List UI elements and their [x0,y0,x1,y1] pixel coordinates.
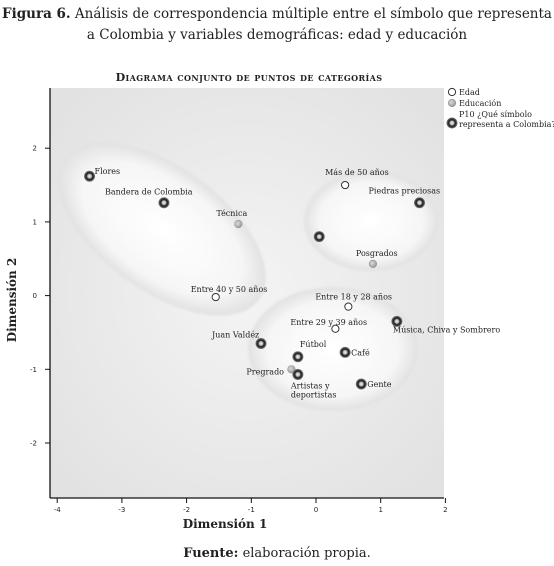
source-label: Fuente: [183,546,239,561]
data-point-simbolo [446,117,458,129]
data-point-edad [211,292,220,302]
data-point-edad [331,324,340,333]
data-points [84,170,426,390]
data-label: Juan Valdéz [211,331,259,340]
x-tick-label: -3 [118,506,125,514]
data-point-educacion [234,220,243,229]
legend-label: P10 ¿Qué símbolo representa a Colombia? [459,110,554,129]
figure-caption-line2: a Colombia y variables demográficas: eda… [86,27,468,43]
x-axis-title: Dimensión 1 [183,517,268,531]
data-point-simbolo [292,368,304,380]
data-point-educacion [287,365,296,374]
x-tick-label: 1 [378,506,382,514]
y-tick-label: 2 [33,145,37,153]
data-point-simbolo [84,170,96,182]
data-label: Música, Chiva y Sombrero [393,325,500,334]
x-tick-label: 2 [443,506,447,514]
x-axis-ticks: -4 -3 -2 -1 0 1 2 [54,498,448,514]
data-label: Flores [95,167,121,176]
data-point-simbolo [292,351,304,363]
y-axis-title: Dimensión 2 [5,258,19,343]
data-label: Más de 50 años [325,168,389,177]
data-point-simbolo [313,231,325,243]
figure-label: Figura 6. [2,6,71,22]
data-label: Bandera de Colombia [105,188,193,197]
legend: Edad Educación P10 ¿Qué símbolo representa … [446,87,554,129]
data-label: Gente [367,380,391,389]
data-point-edad [447,87,457,97]
cluster-ellipse-upper-right [304,171,438,271]
data-point-edad [344,302,353,311]
data-label: Posgrados [356,249,398,258]
figure-caption-line1: Figura 6. Análisis de correspondencia mú… [0,4,554,25]
data-label: Pregrado [246,367,284,376]
data-labels: Más de 50 años Entre 40 y 50 años Entre 18… [95,167,501,399]
source-text: elaboración propia. [242,546,371,561]
data-label: Café [351,348,370,357]
data-point-simbolo [355,378,367,390]
data-point-simbolo [414,197,426,209]
x-tick-label: -2 [183,506,190,514]
data-point-simbolo [158,197,170,209]
x-tick-label: -1 [248,506,255,514]
data-label: Entre 40 y 50 años [191,285,268,294]
data-label: Entre 29 y 39 años [290,318,367,327]
cluster-ellipse-lower [248,287,418,411]
y-tick-label: -2 [30,440,37,448]
data-label: Piedras preciosas [369,187,441,196]
figure-source: Fuente: elaboración propia. [0,546,554,561]
legend-label: Educación [459,99,501,108]
x-tick-label: 0 [314,506,318,514]
x-tick-label: -4 [54,506,62,514]
legend-label-line: P10 ¿Qué símbolo [459,110,532,119]
figure-caption-text1: Análisis de correspondencia múltiple ent… [74,6,552,22]
legend-label-line: representa a Colombia? [459,120,554,129]
y-axis-ticks: 2 1 0 -1 -2 [30,145,50,448]
y-tick-label: 0 [33,292,37,300]
chart-title: Diagrama conjunto de puntos de categoría… [115,71,383,84]
data-point-educacion [447,98,457,108]
data-point-edad [341,180,350,190]
data-point-simbolo [339,346,351,358]
data-point-simbolo [391,315,403,327]
data-label: Entre 18 y 28 años [315,293,392,302]
data-label: Artistas y deportistas [290,381,337,399]
data-label-line: Artistas y [290,381,330,390]
y-tick-label: -1 [30,366,37,374]
data-point-educacion [368,259,378,269]
data-label-line: deportistas [291,390,337,399]
data-point-simbolo [255,338,267,350]
data-label: Fútbol [300,340,327,349]
data-label: Técnica [216,209,247,218]
y-tick-label: 1 [33,218,37,226]
legend-label: Edad [459,88,480,97]
cluster-ellipse-left [58,142,266,316]
